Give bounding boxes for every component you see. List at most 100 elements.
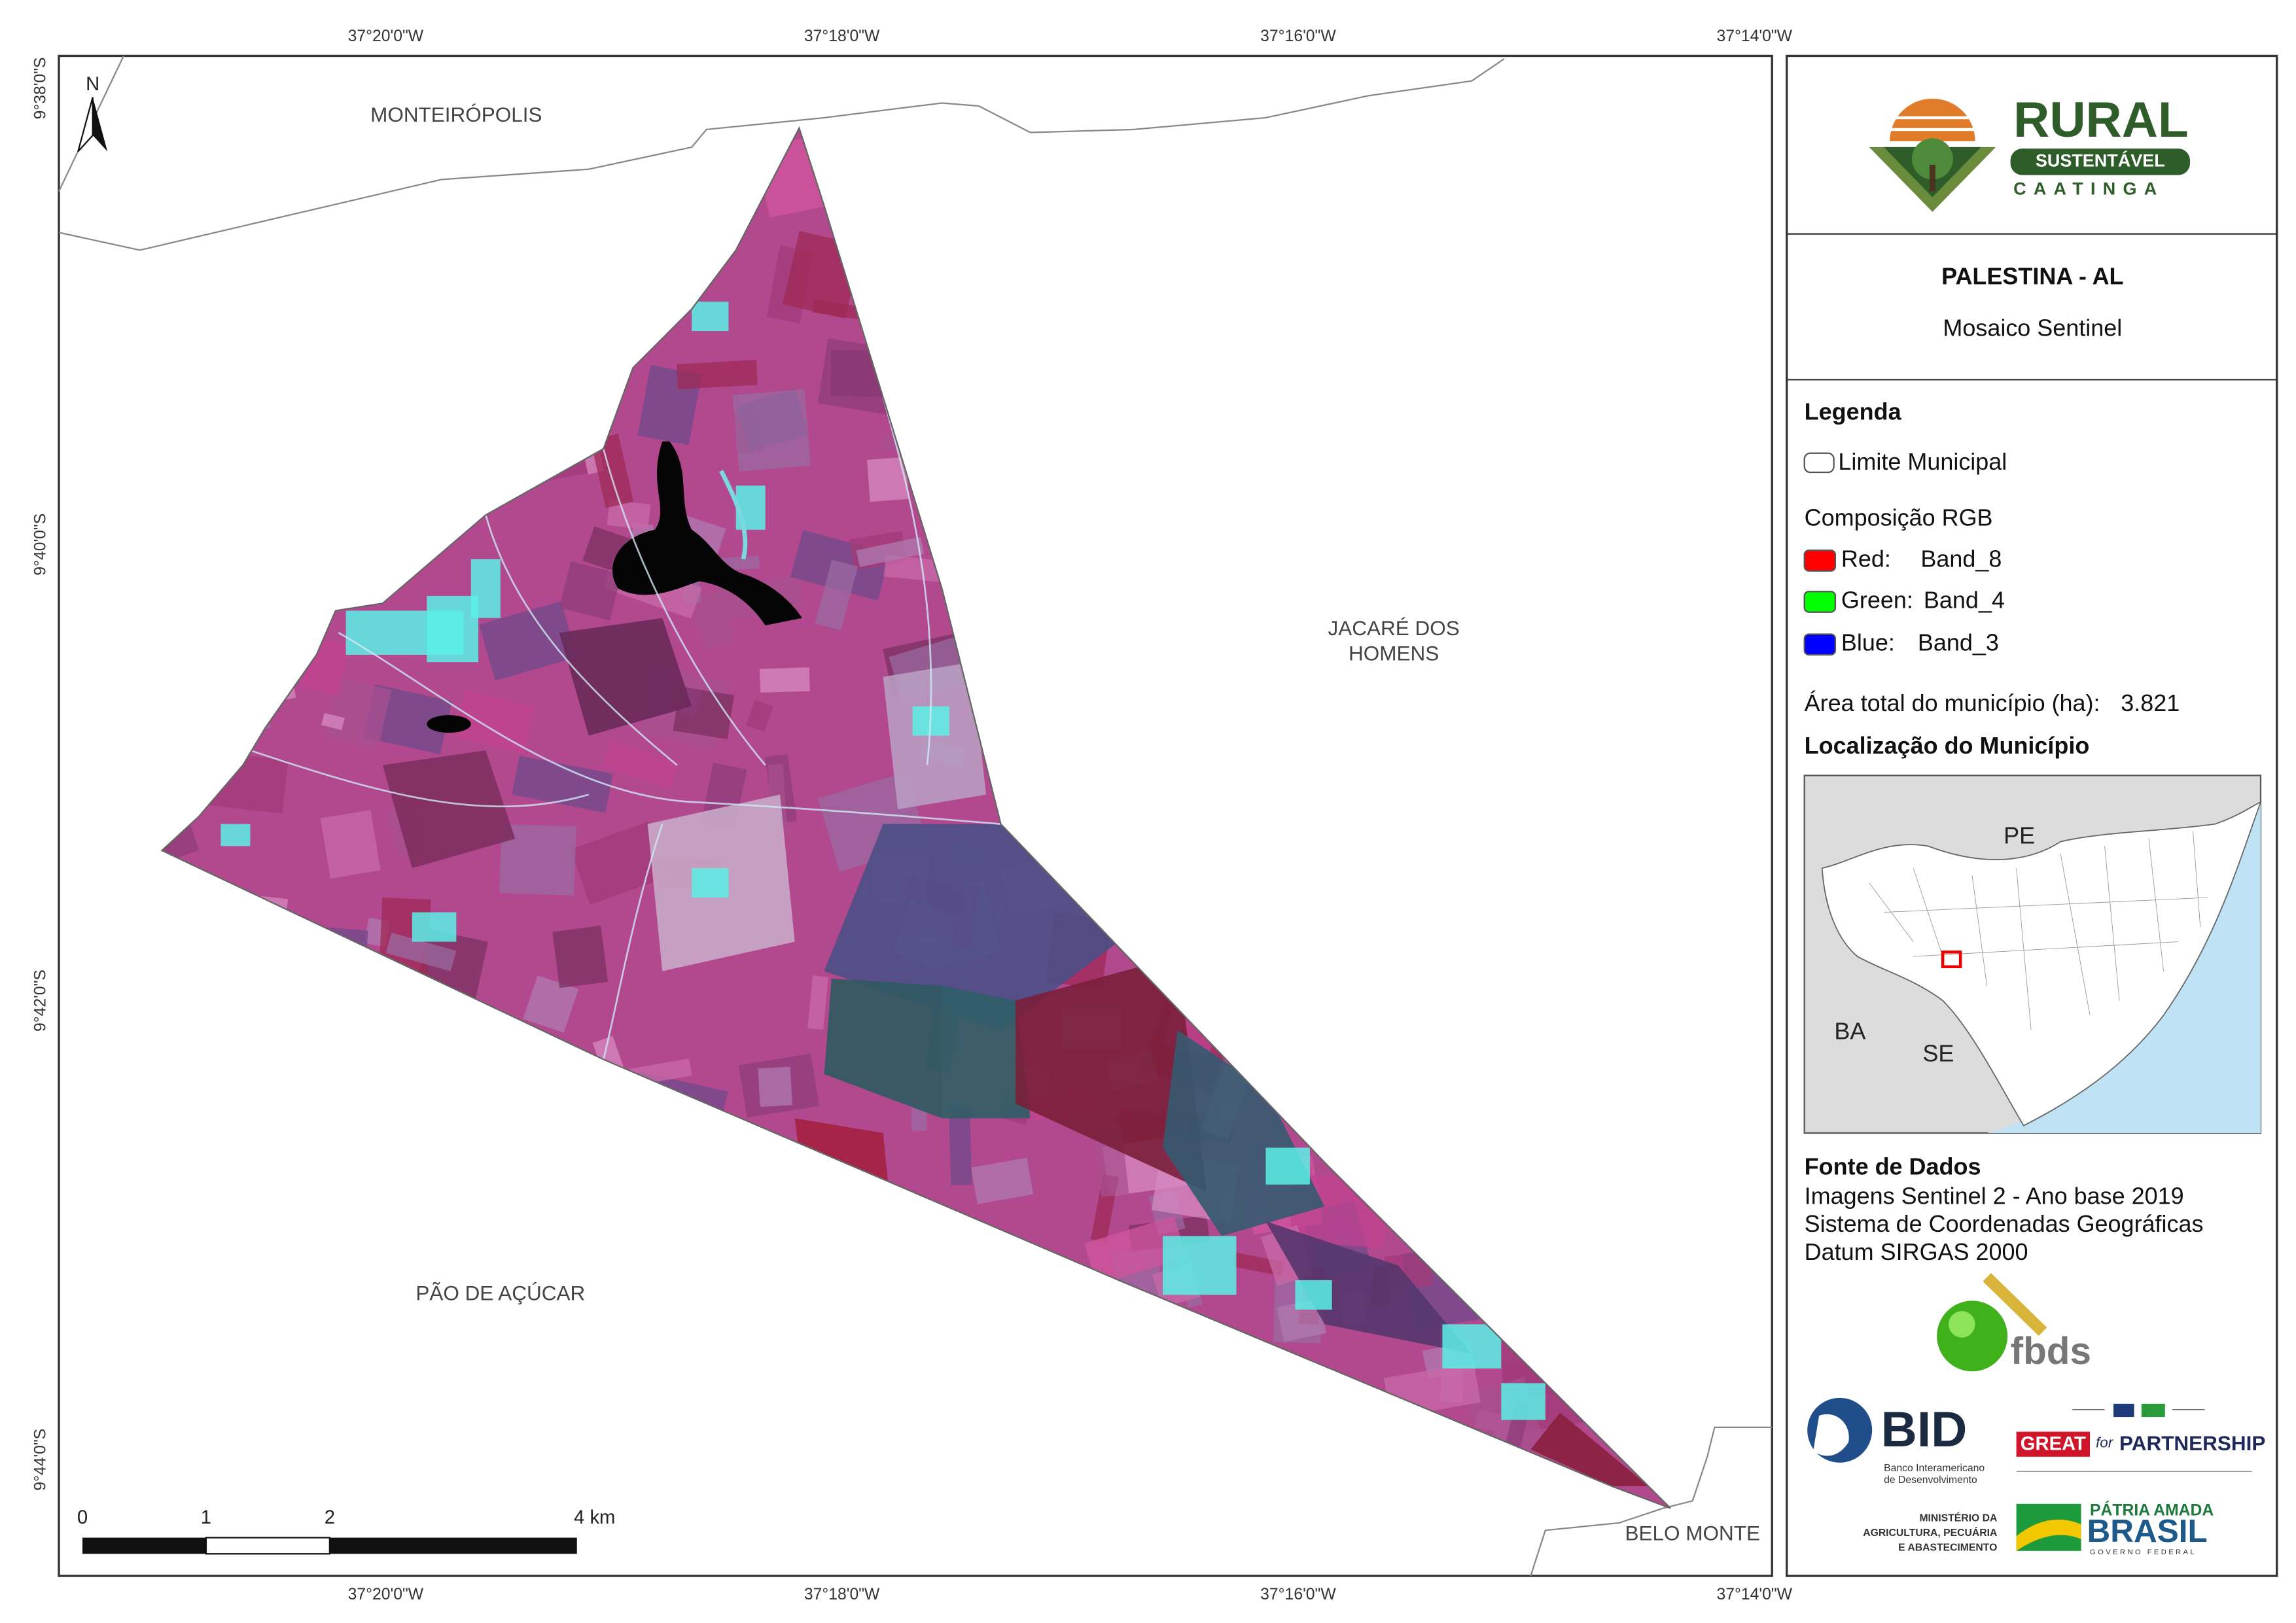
sources-heading: Fonte de Dados <box>1805 1153 1981 1179</box>
map-subtitle: Mosaico Sentinel <box>1943 314 2122 341</box>
land-patch <box>1265 1221 1472 1354</box>
place-label: HOMENS <box>1349 641 1439 665</box>
great-logo: GREAT for PARTNERSHIP <box>2016 1403 2265 1472</box>
logo-text: BRASIL <box>2087 1513 2208 1549</box>
fbds-logo: fbds <box>1937 1272 2091 1372</box>
scale-label: 1 <box>201 1507 211 1528</box>
logo-text: fbds <box>2011 1330 2091 1372</box>
cleared-area <box>692 868 729 898</box>
location-heading: Localização do Município <box>1805 732 2090 759</box>
land-parcel <box>454 689 535 754</box>
legend-heading: Legenda <box>1805 398 1902 425</box>
reservoir-arm <box>719 470 748 560</box>
land-parcel <box>948 1107 972 1185</box>
place-label: PÃO DE AÇÚCAR <box>415 1282 585 1305</box>
ministry-logo: MINISTÉRIO DA AGRICULTURA, PECUÁRIA E AB… <box>1863 1511 1997 1553</box>
cleared-area <box>1162 1236 1237 1295</box>
logo-text: GREAT <box>2021 1434 2086 1455</box>
latitude-label: 9°42'0"S <box>32 969 50 1032</box>
land-parcel <box>677 360 758 390</box>
legend-entry: Limite Municipal <box>1838 448 2007 475</box>
logo-text: GOVERNO FEDERAL <box>2090 1548 2197 1556</box>
logo-text: RURAL <box>2013 92 2189 148</box>
land-parcel <box>552 926 609 988</box>
green-swatch <box>1803 591 1837 613</box>
legend-band: Band_4 <box>1924 586 2005 613</box>
land-patch <box>942 986 1031 1119</box>
brasil-logo: PÁTRIA AMADA BRASIL GOVERNO FEDERAL <box>2016 1501 2214 1556</box>
logo-text: PÁTRIA AMADA <box>2090 1501 2214 1520</box>
land-parcel <box>607 500 651 530</box>
source-line: Imagens Sentinel 2 - Ano base 2019 <box>1805 1182 2184 1209</box>
source-line: Datum SIRGAS 2000 <box>1805 1238 2028 1265</box>
legend-channel: Blue: <box>1841 629 1895 656</box>
cleared-area <box>412 912 457 942</box>
bid-logo: BID Banco Interamericano de Desenvolvime… <box>1807 1397 1985 1486</box>
longitude-label: 37°20'0"W <box>348 27 424 45</box>
legend-subheading: Composição RGB <box>1805 504 1993 531</box>
longitude-label: 37°18'0"W <box>804 27 880 45</box>
longitude-label: 37°14'0"W <box>1716 27 1792 45</box>
longitude-label: 37°14'0"W <box>1716 1586 1792 1603</box>
boundary-swatch <box>1803 452 1835 474</box>
cleared-area <box>470 559 501 618</box>
blue-swatch <box>1803 633 1837 656</box>
latitude-label: 9°44'0"S <box>32 1429 50 1491</box>
land-parcel <box>1084 1215 1187 1285</box>
logo-text: SUSTENTÁVEL <box>2036 150 2165 171</box>
source-line: Sistema de Coordenadas Geográficas <box>1805 1210 2204 1237</box>
logo-text: de Desenvolvimento <box>1884 1475 1977 1486</box>
legend-band: Band_8 <box>1920 545 2002 572</box>
map-title: PALESTINA - AL <box>1941 263 2123 290</box>
legend-band: Band_3 <box>1918 629 1999 656</box>
logo-text: Banco Interamericano <box>1884 1463 1985 1474</box>
land-parcel <box>559 561 622 621</box>
land-parcel <box>320 810 381 879</box>
place-label: MONTEIRÓPOLIS <box>370 103 542 126</box>
land-parcel <box>807 975 828 1030</box>
area-label: Área total do município (ha): <box>1805 689 2100 716</box>
north-arrow: N <box>77 74 108 152</box>
cleared-area <box>1265 1147 1310 1185</box>
land-patch <box>824 824 1119 1030</box>
land-patch <box>1530 1412 1649 1486</box>
logo-text: MINISTÉRIO DA <box>1919 1511 1997 1524</box>
place-labels: MONTEIRÓPOLIS JACARÉ DOS HOMENS PÃO DE A… <box>370 103 1760 1544</box>
land-patch <box>824 978 942 1119</box>
land-parcel <box>1232 1252 1284 1276</box>
longitude-label: 37°18'0"W <box>804 1586 880 1603</box>
logo-text: for <box>2096 1435 2114 1451</box>
scale-bar: 0 1 2 4 km <box>77 1507 615 1555</box>
land-parcel <box>570 822 668 905</box>
scale-label: 0 <box>77 1507 88 1528</box>
land-parcel <box>324 677 392 750</box>
land-patch <box>382 750 516 869</box>
cleared-area <box>1442 1324 1502 1369</box>
cleared-area <box>221 824 251 846</box>
land-parcel <box>732 389 811 472</box>
inset-label: PE <box>2004 822 2035 848</box>
reservoir <box>612 441 802 625</box>
land-parcel <box>512 756 613 813</box>
longitude-label: 37°16'0"W <box>1260 1586 1336 1603</box>
land-parcel <box>689 589 736 652</box>
cleared-area <box>692 302 729 332</box>
cleared-area <box>735 485 766 530</box>
land-parcel <box>758 1066 793 1108</box>
inset-label: BA <box>1834 1018 1865 1045</box>
road <box>602 824 663 1060</box>
road <box>882 396 932 765</box>
longitude-label: 37°16'0"W <box>1260 27 1336 45</box>
longitude-label: 37°20'0"W <box>348 1586 424 1603</box>
logo-text: E ABASTECIMENTO <box>1898 1542 1997 1553</box>
land-parcel <box>499 824 576 896</box>
place-label: BELO MONTE <box>1625 1521 1760 1544</box>
cleared-area <box>427 595 479 663</box>
land-patch <box>1016 956 1207 1192</box>
logo-text: CAATINGA <box>2013 179 2164 198</box>
inset-label: SE <box>1922 1039 1954 1066</box>
cleared-area <box>1295 1280 1332 1310</box>
legend-channel: Red: <box>1841 545 1891 572</box>
land-parcel <box>911 1106 927 1131</box>
